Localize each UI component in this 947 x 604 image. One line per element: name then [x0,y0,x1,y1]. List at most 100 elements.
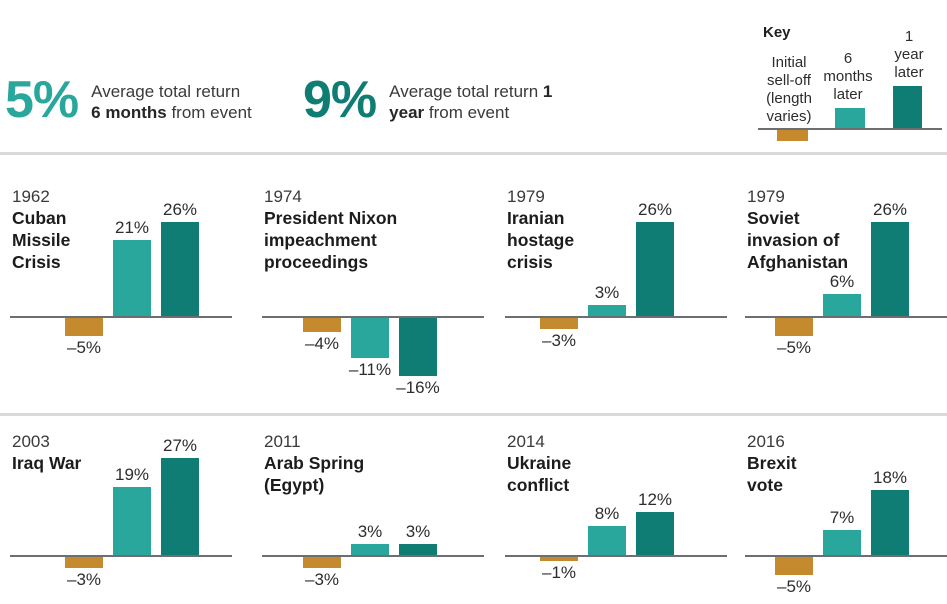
chart-axis-line [745,316,947,318]
chart-axis-line [262,316,484,318]
chart-axis-line [505,555,727,557]
stat-1-year-desc: Average total return 1 year from event [389,82,553,122]
key: Key Initial sell-off (length varies) 6 mo… [758,18,942,154]
stat-6-months: 5% Average total return 6 months from eve… [5,72,252,128]
event-chart: 1962 Cuban Missile Crisis –5% 21% 26% [10,178,238,413]
bar-6-months-later [351,318,389,358]
chart-axis-line [262,555,484,557]
bar-value-label: 6% [829,272,855,291]
bar-initial-sell-off [303,318,341,332]
bar-initial-sell-off [540,318,578,329]
bar-value-label: –3% [541,331,577,350]
event-title: 1979 Soviet invasion of Afghanistan [747,186,848,273]
bar-value-label: –11% [348,360,392,379]
bar-1-year-later [871,490,909,555]
stat-1-year-value: 9% [303,71,377,129]
bar-1-year-later [399,544,437,555]
bar-initial-sell-off [775,318,813,336]
bar-value-label: –16% [396,378,440,397]
bar-6-months-later [588,526,626,555]
event-title: 1979 Iranian hostage crisis [507,186,574,273]
chart-axis-line [745,555,947,557]
bar-initial-sell-off [65,557,103,568]
bar-6-months-later [823,530,861,555]
stat-6-months-desc: Average total return 6 months from event [91,82,252,122]
bar-value-label: 3% [405,522,431,541]
event-chart: 1979 Iranian hostage crisis –3% 3% 26% [505,178,733,413]
bar-value-label: –3% [66,570,102,589]
key-axis-line [758,128,942,130]
bar-1-year-later [636,512,674,555]
event-title: 1974 President Nixon impeachment proceedi… [264,186,397,273]
event-chart: 1974 President Nixon impeachment proceedi… [262,178,490,413]
event-chart: 2011 Arab Spring (Egypt) –3% 3% 3% [262,423,490,604]
chart-axis-line [10,555,232,557]
bar-value-label: –4% [304,334,340,353]
event-year: 1979 [747,187,785,206]
bar-value-label: 19% [114,465,150,484]
bar-value-label: 18% [872,468,908,487]
event-name: Cuban Missile Crisis [12,208,71,272]
event-name: Iraq War [12,453,82,473]
event-title: 1962 Cuban Missile Crisis [12,186,70,273]
bar-6-months-later [823,294,861,316]
key-label-1-year-later: 1 year later [894,28,924,81]
key-bar-1-year-later [893,86,922,128]
bar-value-label: –3% [304,570,340,589]
bar-value-label: –5% [66,338,102,357]
event-chart: 2014 Ukraine conflict –1% 8% 12% [505,423,733,604]
bar-value-label: 26% [162,200,198,219]
event-title: 2014 Ukraine conflict [507,431,571,496]
bar-initial-sell-off [540,557,578,561]
bar-6-months-later [113,487,151,555]
event-chart: 2003 Iraq War –3% 19% 27% [10,423,238,604]
bar-value-label: 7% [829,508,855,527]
bar-1-year-later [161,458,199,555]
bar-value-label: 26% [637,200,673,219]
bar-1-year-later [399,318,437,376]
bar-value-label: 12% [637,490,673,509]
event-name: Ukraine conflict [507,453,572,495]
chart-axis-line [505,316,727,318]
event-chart: 2016 Brexit vote –5% 7% 18% [745,423,947,604]
event-title: 2003 Iraq War [12,431,81,474]
event-year: 2016 [747,432,785,451]
event-year: 1962 [12,187,50,206]
bar-1-year-later [871,222,909,316]
bar-value-label: 3% [594,283,620,302]
bar-value-label: 3% [357,522,383,541]
event-year: 1979 [507,187,545,206]
stat-1-year: 9% Average total return 1 year from event [303,72,552,128]
bar-1-year-later [161,222,199,316]
event-year: 1974 [264,187,302,206]
bar-6-months-later [588,305,626,316]
key-title: Key [763,24,791,41]
event-year: 2003 [12,432,50,451]
bar-value-label: 27% [162,436,198,455]
event-name: Arab Spring (Egypt) [264,453,365,495]
bar-value-label: 8% [594,504,620,523]
bar-initial-sell-off [65,318,103,336]
event-name: Iranian hostage crisis [507,208,575,272]
bar-value-label: –1% [541,563,577,582]
key-bar-6-months-later [835,108,865,128]
chart-axis-line [10,316,232,318]
bar-1-year-later [636,222,674,316]
key-label-6-months-later: 6 months later [823,50,873,103]
bar-value-label: 26% [872,200,908,219]
event-year: 2014 [507,432,545,451]
bar-initial-sell-off [775,557,813,575]
separator-middle [0,413,947,416]
bar-value-label: –5% [776,338,812,357]
bar-value-label: –5% [776,577,812,596]
separator-top [0,152,947,155]
event-name: Brexit vote [747,453,797,495]
event-year: 2011 [264,432,301,451]
bar-6-months-later [351,544,389,555]
bar-initial-sell-off [303,557,341,568]
stat-6-months-value: 5% [5,71,79,129]
event-name: Soviet invasion of Afghanistan [747,208,849,272]
event-name: President Nixon impeachment proceedings [264,208,398,272]
event-title: 2016 Brexit vote [747,431,797,496]
